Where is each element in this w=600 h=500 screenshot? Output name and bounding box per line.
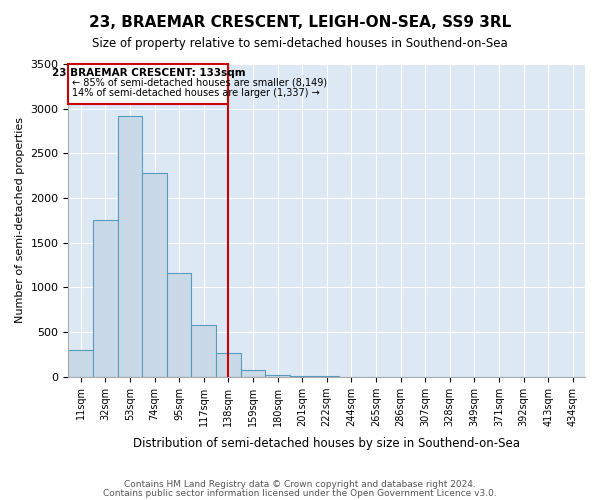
Bar [68, 350, 93, 376]
Bar [191, 325, 216, 376]
Y-axis label: Number of semi-detached properties: Number of semi-detached properties [15, 118, 25, 324]
Bar [216, 352, 241, 376]
Bar [265, 375, 290, 376]
Bar [241, 370, 265, 376]
Bar [167, 273, 191, 376]
X-axis label: Distribution of semi-detached houses by size in Southend-on-Sea: Distribution of semi-detached houses by … [133, 437, 520, 450]
FancyBboxPatch shape [68, 64, 229, 104]
Text: 23 BRAEMAR CRESCENT: 133sqm: 23 BRAEMAR CRESCENT: 133sqm [52, 68, 245, 78]
Bar [93, 220, 118, 376]
Text: 23, BRAEMAR CRESCENT, LEIGH-ON-SEA, SS9 3RL: 23, BRAEMAR CRESCENT, LEIGH-ON-SEA, SS9 … [89, 15, 511, 30]
Text: Contains public sector information licensed under the Open Government Licence v3: Contains public sector information licen… [103, 488, 497, 498]
Text: Size of property relative to semi-detached houses in Southend-on-Sea: Size of property relative to semi-detach… [92, 38, 508, 51]
Text: ← 85% of semi-detached houses are smaller (8,149): ← 85% of semi-detached houses are smalle… [72, 78, 327, 88]
Bar [118, 116, 142, 376]
Text: 14% of semi-detached houses are larger (1,337) →: 14% of semi-detached houses are larger (… [72, 88, 320, 98]
Bar [142, 173, 167, 376]
Text: Contains HM Land Registry data © Crown copyright and database right 2024.: Contains HM Land Registry data © Crown c… [124, 480, 476, 489]
